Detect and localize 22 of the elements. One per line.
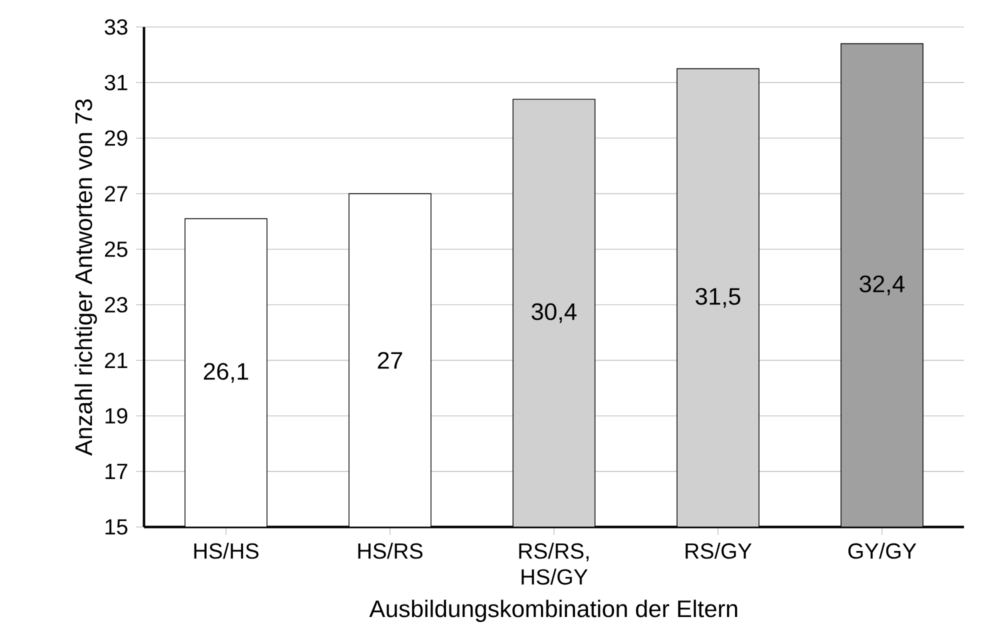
x-tick-label: HS/RS — [358, 542, 422, 559]
data-label: 30,4 — [532, 303, 577, 323]
data-label: 31,5 — [696, 288, 740, 308]
y-tick-label: 29 — [105, 130, 128, 146]
x-tick-label: RS/RS, HS/GY — [519, 542, 589, 585]
y-tick-label: 31 — [104, 74, 128, 90]
x-tick-label: HS/HS — [194, 542, 258, 559]
x-tick-label: RS/GY — [686, 542, 752, 559]
x-tick-label: GY/GY — [848, 542, 916, 559]
y-tick-label: 17 — [106, 464, 128, 479]
y-tick-label: 21 — [105, 352, 128, 368]
y-tick-label: 19 — [106, 408, 128, 424]
data-label: 26,1 — [204, 362, 248, 383]
y-tick-label: 27 — [105, 186, 128, 202]
data-label: 32,4 — [860, 275, 905, 296]
y-axis-title: Anzahl richtiger Antworten von 73 — [74, 99, 97, 456]
y-tick-label: 25 — [105, 241, 128, 257]
x-axis-title: Ausbildungskombination der Eltern — [369, 600, 738, 622]
data-label: 27 — [378, 352, 402, 369]
y-tick-label: 23 — [105, 297, 128, 313]
y-tick-label: 33 — [104, 19, 128, 35]
y-tick-label: 15 — [106, 519, 128, 535]
